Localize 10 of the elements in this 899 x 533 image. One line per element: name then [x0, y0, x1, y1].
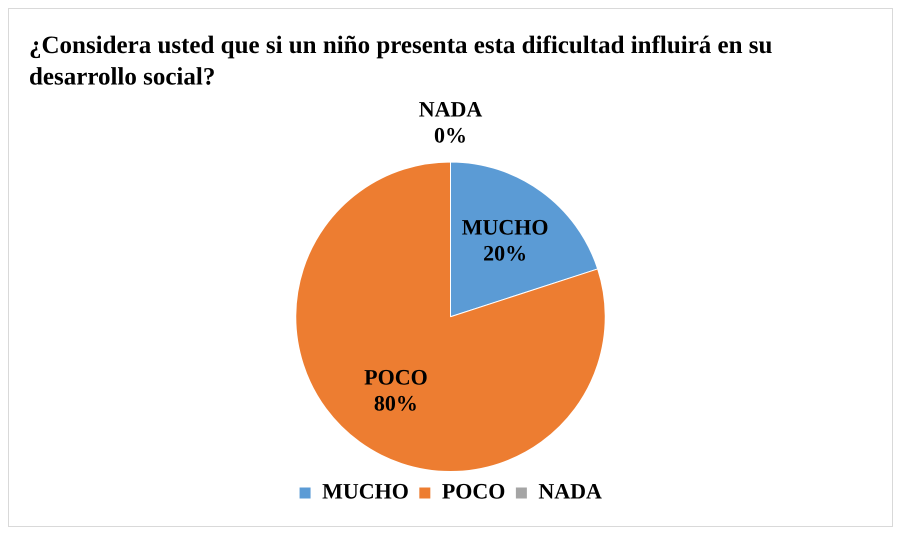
legend-label: MUCHO: [322, 478, 409, 504]
text: 0%: [434, 122, 467, 148]
chart-title: ¿Considera usted que si un niño presenta esta dificultad influirá en su desarrollo social?: [29, 32, 773, 90]
data-label: 80%: [374, 390, 418, 416]
slice-label: MUCHO: [462, 214, 548, 240]
slice-label: POCO: [364, 364, 428, 390]
legend-label: POCO: [442, 478, 506, 504]
category-label: NADA: [418, 96, 482, 122]
data-label: 20%: [483, 240, 528, 266]
legend-label: NADA: [538, 478, 602, 504]
